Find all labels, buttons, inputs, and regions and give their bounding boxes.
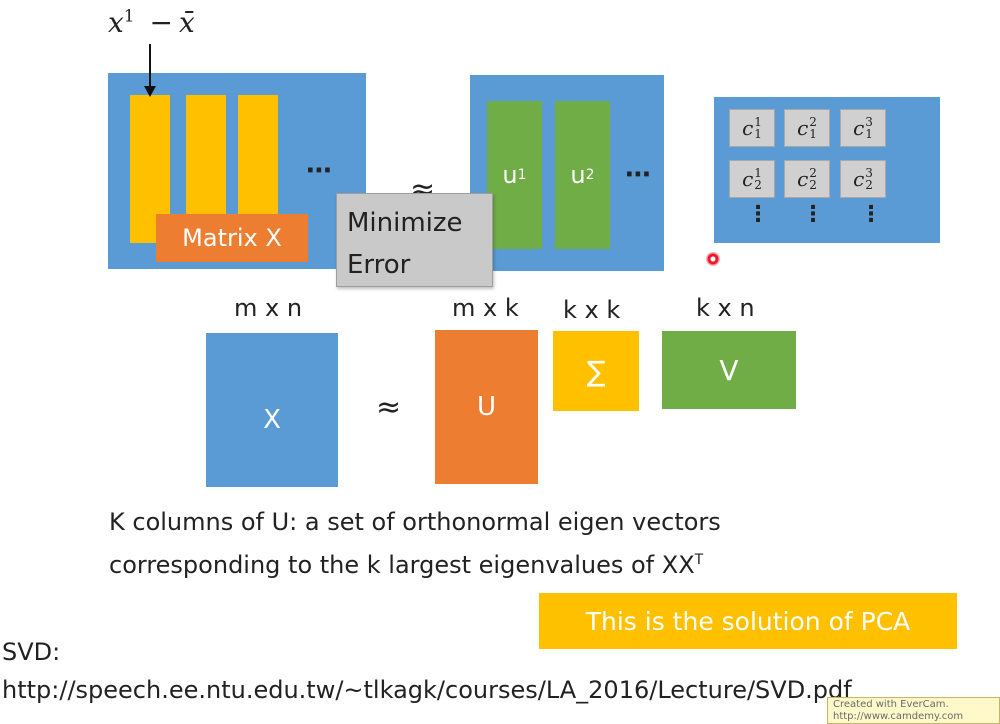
caption: K columns of U: a set of orthonormal eig… <box>109 503 721 584</box>
svd-x-label: X <box>263 405 281 435</box>
coefficient-base: c <box>742 116 754 140</box>
coefficient-sub: 2 <box>809 178 817 192</box>
coefficient-sup: 3 <box>865 166 873 180</box>
dim-label-u: m x k <box>452 294 519 322</box>
svd-x-matrix: X <box>206 333 338 487</box>
laser-pointer-dot <box>706 252 720 266</box>
coefficient-sup: 1 <box>754 166 762 180</box>
coefficient-sup: 3 <box>865 115 873 129</box>
x-label-xbar: x̄ <box>179 6 195 39</box>
x-label-base: x <box>108 6 124 39</box>
coefficient-vdots-2: ⋮ <box>802 204 824 226</box>
u-matrix-ellipsis: ⋯ <box>625 160 651 190</box>
coefficient-sub: 1 <box>754 127 762 141</box>
caption-line2-sup: T <box>694 552 704 568</box>
svd-reference-url[interactable]: http://speech.ee.ntu.edu.tw/~tlkagk/cour… <box>2 676 852 704</box>
matrix-x-label: Matrix X <box>156 214 308 262</box>
u1-sup: 1 <box>517 167 527 183</box>
coefficient-vdots-1: ⋮ <box>747 204 769 226</box>
coefficient-base: c <box>797 167 809 191</box>
u2-base: u <box>570 161 586 189</box>
coefficient-sub: 1 <box>809 127 817 141</box>
evercam-watermark: Created with EverCam. http://www.camdemy… <box>827 697 1000 724</box>
svd-sigma-matrix: ∑ <box>553 331 639 411</box>
dim-label-sigma: k x k <box>563 296 621 324</box>
coefficient-sub: 2 <box>865 178 873 192</box>
pca-solution-box: This is the solution of PCA <box>539 593 957 649</box>
svd-v-label: V <box>719 353 739 387</box>
watermark-line1: Created with EverCam. <box>833 699 949 710</box>
u1-base: u <box>502 161 518 189</box>
x-label-minus: − <box>149 6 173 39</box>
dim-label-x: m x n <box>234 294 303 322</box>
coefficient-sup: 2 <box>809 115 817 129</box>
watermark-line2: http://www.camdemy.com <box>833 711 964 722</box>
coefficient-vdots-3: ⋮ <box>860 204 882 226</box>
caption-line2: corresponding to the k largest eigenvalu… <box>109 541 721 584</box>
caption-line1: K columns of U: a set of orthonormal eig… <box>109 508 721 536</box>
u2-sup: 2 <box>585 167 595 183</box>
coefficient-base: c <box>797 116 809 140</box>
coefficient-sup: 2 <box>809 166 817 180</box>
coefficient-base: c <box>742 167 754 191</box>
svd-sigma-label: ∑ <box>586 354 606 388</box>
minimize-error-line1: Minimize <box>347 208 463 238</box>
svd-reference-label: SVD: <box>2 638 61 666</box>
minimize-error-box: Minimize Error <box>336 193 493 287</box>
x-minus-mean-label: x1 − x̄ <box>108 6 195 39</box>
arrow-down-icon <box>144 44 156 97</box>
coefficient-sub: 1 <box>865 127 873 141</box>
coefficient-base: c <box>853 167 865 191</box>
approx-sign-svd: ≈ <box>376 390 402 425</box>
dim-label-v: k x n <box>696 294 755 322</box>
coefficient-sub: 2 <box>754 178 762 192</box>
minimize-error-line2: Error <box>347 250 411 280</box>
svd-u-label: U <box>476 392 497 422</box>
caption-line2-text: corresponding to the k largest eigenvalu… <box>109 551 695 579</box>
x-label-sup: 1 <box>123 6 135 27</box>
svd-u-matrix: U <box>435 330 538 484</box>
svd-v-matrix: V <box>662 331 796 409</box>
matrix-x-ellipsis: ⋯ <box>306 156 332 186</box>
coefficient-base: c <box>853 116 865 140</box>
coefficient-sup: 1 <box>754 115 762 129</box>
